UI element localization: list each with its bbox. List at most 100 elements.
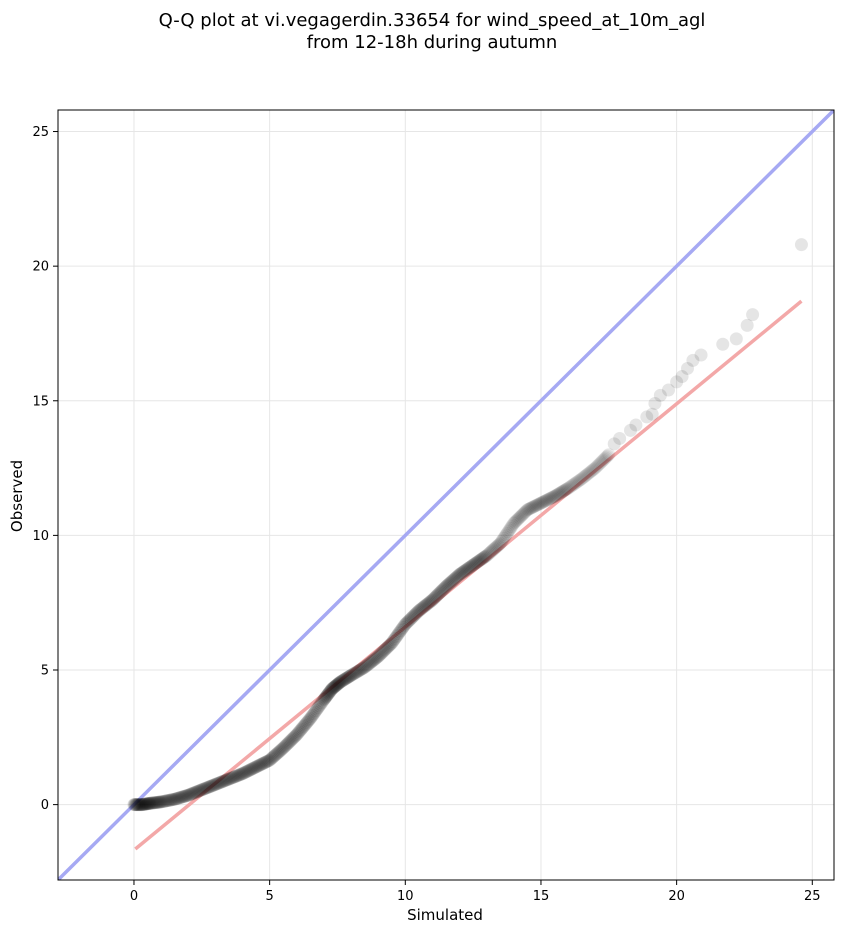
qq-tail-point-10 [675,370,689,384]
qq-point-55 [176,790,190,804]
qq-point-158 [292,725,306,739]
qq-point-420 [575,472,589,486]
y-tick-label-4: 20 [32,260,49,275]
qq-point-116 [245,762,259,776]
qq-point-203 [333,676,347,690]
qq-point-7 [132,798,146,812]
qq-point-130 [260,754,274,768]
qq-point-312 [453,567,467,581]
qq-point-142 [274,743,288,757]
qq-point-279 [415,601,429,615]
qq-point-210 [339,672,353,686]
qq-point-386 [536,495,550,509]
qq-point-67 [189,785,203,799]
qq-point-137 [268,748,282,762]
qq-tail-point-8 [661,383,675,397]
qq-point-69 [191,784,205,798]
qq-point-118 [247,761,261,775]
qq-point-422 [577,470,591,484]
qq-point-189 [323,685,337,699]
qq-point-80 [204,779,218,793]
qq-point-339 [483,546,497,560]
qq-tail-point-3 [629,418,643,432]
qq-point-85 [210,777,224,791]
qq-point-442 [600,450,614,464]
qq-point-409 [562,480,576,494]
qq-point-195 [327,680,341,694]
qq-tail-point-12 [686,353,700,367]
qq-point-331 [474,553,488,567]
qq-point-292 [430,589,444,603]
qq-point-141 [273,744,287,758]
qq-point-261 [395,622,409,636]
qq-point-53 [173,791,187,805]
qq-point-48 [168,792,182,806]
qq-point-56 [177,790,191,804]
qq-point-19 [140,797,154,811]
qq-point-316 [457,564,471,578]
qq-point-417 [571,474,585,488]
qq-point-328 [471,555,485,569]
qq-tail-point-9 [670,375,684,389]
qq-point-440 [597,452,611,466]
qq-point-201 [331,677,345,691]
qq-point-147 [280,738,294,752]
qq-point-198 [329,678,343,692]
qq-point-6 [131,798,145,812]
qq-point-83 [207,778,221,792]
qq-point-174 [310,702,324,716]
qq-point-385 [535,496,549,510]
qq-point-26 [145,796,159,810]
qq-point-87 [212,776,226,790]
qq-point-92 [217,774,231,788]
qq-point-434 [590,459,604,473]
qq-point-70 [193,784,207,798]
reference-lines [58,110,834,880]
qq-point-154 [288,730,302,744]
qq-point-31 [150,795,164,809]
qq-point-196 [328,680,342,694]
qq-point-216 [344,668,358,682]
qq-point-44 [163,793,177,807]
qq-point-180 [317,693,331,707]
qq-point-308 [448,571,462,585]
qq-point-357 [503,521,517,535]
qq-point-45 [164,793,178,807]
qq-point-330 [473,553,487,567]
qq-tail-point-18 [794,238,808,252]
qq-point-369 [517,506,531,520]
qq-point-355 [501,525,515,539]
qq-point-321 [463,560,477,574]
qq-point-165 [300,716,314,729]
qq-point-370 [518,505,532,519]
qq-point-356 [502,523,516,537]
qq-point-245 [377,644,391,658]
qq-point-135 [266,750,280,764]
qq-point-90 [215,775,229,789]
qq-point-24 [143,796,157,810]
qq-point-190 [324,684,338,698]
qq-point-171 [307,707,321,721]
qq-point-298 [437,582,451,596]
qq-point-233 [363,656,377,670]
qq-point-419 [574,473,588,487]
qq-point-1 [128,798,142,812]
qq-point-278 [414,602,428,616]
qq-point-219 [347,666,361,680]
qq-point-382 [532,497,546,511]
qq-point-4 [130,798,144,812]
qq-point-249 [381,639,395,653]
qq-point-260 [394,624,408,638]
qq-point-124 [254,758,268,772]
qq-point-444 [602,448,616,462]
qq-point-145 [277,740,291,754]
qq-point-206 [335,674,349,688]
qq-point-68 [190,785,204,799]
x-tick-label-3: 15 [533,889,550,904]
qq-point-74 [197,782,211,796]
qq-point-139 [271,746,285,760]
qq-point-35 [153,795,167,809]
qq-point-104 [231,768,245,782]
qq-point-109 [237,766,251,780]
qq-point-262 [396,620,410,634]
